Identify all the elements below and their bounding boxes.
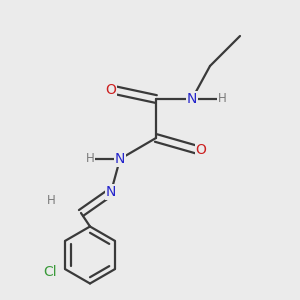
Text: H: H: [46, 194, 56, 208]
Text: O: O: [106, 83, 116, 97]
Text: H: H: [218, 92, 226, 106]
Text: N: N: [115, 152, 125, 166]
Text: N: N: [187, 92, 197, 106]
Text: H: H: [85, 152, 94, 166]
Text: Cl: Cl: [44, 265, 57, 279]
Text: N: N: [106, 185, 116, 199]
Text: O: O: [196, 143, 206, 157]
